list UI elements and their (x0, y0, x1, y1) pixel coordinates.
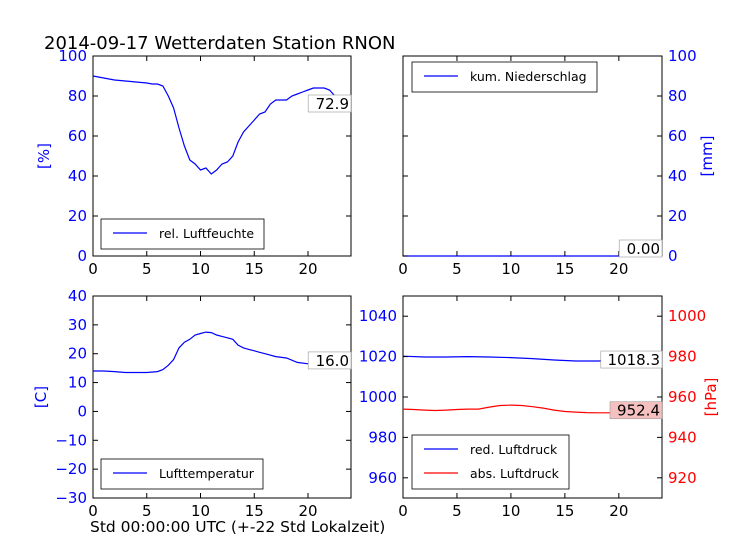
temperature-xtick-label: 5 (142, 502, 152, 520)
temperature-current-value-box (307, 351, 352, 370)
precipitation-ytick-label: 40 (668, 167, 687, 185)
pressure-left-ytick-label: 1040 (359, 307, 397, 325)
humidity-xtick-label: 0 (88, 260, 98, 278)
humidity-ytick-label: 0 (77, 247, 87, 265)
humidity-axes-frame (92, 55, 352, 257)
pressure-xtick-label: 15 (555, 502, 574, 520)
precipitation-ytick-label: 60 (668, 127, 687, 145)
precipitation-xtick-label: 15 (555, 260, 574, 278)
humidity-xtick-label: 5 (142, 260, 152, 278)
pressure-legend-label: red. Luftdruck (470, 442, 558, 457)
humidity-legend (100, 218, 265, 250)
precipitation-ytick-label: 80 (668, 87, 687, 105)
pressure-left-ytick-label: 960 (368, 469, 397, 487)
temperature-xtick-label: 0 (88, 502, 98, 520)
pressure-right-ytick-label: 1000 (668, 307, 706, 325)
precipitation-ytick-label: 100 (668, 47, 697, 65)
humidity-xtick-label: 10 (191, 260, 210, 278)
humidity-ytick-label: 100 (58, 47, 87, 65)
temperature-xtick-label: 15 (245, 502, 264, 520)
pressure-right-current-value: 952.4 (617, 402, 660, 420)
precipitation-y-axis-label: [mm] (698, 136, 716, 177)
temperature-current-value: 16.0 (316, 352, 349, 370)
precipitation-xtick-label: 0 (398, 260, 408, 278)
humidity-series-rel-luftfeuchte-line (92, 75, 352, 175)
pressure-xtick-label: 0 (398, 502, 408, 520)
precipitation-current-value: 0.00 (627, 240, 660, 258)
temperature-series-lufttemperatur-line (93, 331, 351, 374)
temperature-ytick-label: −20 (55, 460, 87, 478)
x-axis-label: Std 00:00:00 UTC (+-22 Std Lokalzeit) (90, 518, 385, 536)
temperature-ytick-label: 30 (68, 316, 87, 334)
pressure-left-ytick-label: 1000 (359, 388, 397, 406)
pressure-left-current-value-box (600, 350, 663, 369)
precipitation-current-value-box (618, 239, 663, 258)
pressure-left-ytick-label: 1020 (359, 348, 397, 366)
precipitation-xtick-label: 10 (501, 260, 520, 278)
pressure-right-current-value-box (609, 401, 663, 420)
pressure-left-current-value: 1018.3 (608, 351, 661, 369)
humidity-y-axis-label: [%] (35, 143, 53, 169)
pressure-xtick-label: 5 (452, 502, 462, 520)
precipitation-legend-label: kum. Niederschlag (470, 69, 587, 84)
pressure-right-ytick-label: 980 (668, 348, 697, 366)
temperature-xtick-label: 20 (298, 502, 317, 520)
pressure-xtick-label: 10 (501, 502, 520, 520)
precipitation-xtick-label: 5 (452, 260, 462, 278)
temperature-y-axis-label: [C] (32, 386, 50, 408)
pressure-right-ytick-label: 920 (668, 469, 697, 487)
temperature-ytick-label: 20 (68, 345, 87, 363)
pressure-right-ytick-label: 940 (668, 428, 697, 446)
temperature-ytick-label: 10 (68, 374, 87, 392)
temperature-ytick-label: −30 (55, 489, 87, 507)
figure-title: 2014-09-17 Wetterdaten Station RNON (44, 33, 395, 54)
precipitation-ytick-label: 0 (668, 247, 678, 265)
precipitation-ytick-label: 20 (668, 207, 687, 225)
pressure-right-ytick-label: 960 (668, 388, 697, 406)
temperature-xtick-label: 10 (191, 502, 210, 520)
precipitation-legend (411, 61, 598, 93)
pressure-xtick-label: 20 (609, 502, 628, 520)
humidity-current-value-box (307, 94, 352, 113)
humidity-ytick-label: 20 (68, 207, 87, 225)
pressure-y-axis-label: [hPa] (702, 378, 720, 417)
pressure-left-ytick-label: 980 (368, 428, 397, 446)
humidity-ytick-label: 80 (68, 87, 87, 105)
humidity-xtick-label: 20 (298, 260, 317, 278)
humidity-legend-label: rel. Luftfeuchte (159, 226, 254, 241)
temperature-ytick-label: 0 (77, 402, 87, 420)
temperature-ytick-label: −10 (55, 431, 87, 449)
humidity-ytick-label: 60 (68, 127, 87, 145)
pressure-legend (411, 434, 570, 490)
temperature-ytick-label: 40 (68, 287, 87, 305)
precipitation-xtick-label: 20 (609, 260, 628, 278)
humidity-ytick-label: 40 (68, 167, 87, 185)
humidity-xtick-label: 15 (245, 260, 264, 278)
humidity-current-value: 72.9 (316, 95, 349, 113)
pressure-legend-label: abs. Luftdruck (470, 466, 560, 481)
temperature-legend (100, 458, 264, 490)
temperature-legend-label: Lufttemperatur (159, 466, 255, 481)
temperature-axes-frame (92, 295, 352, 499)
